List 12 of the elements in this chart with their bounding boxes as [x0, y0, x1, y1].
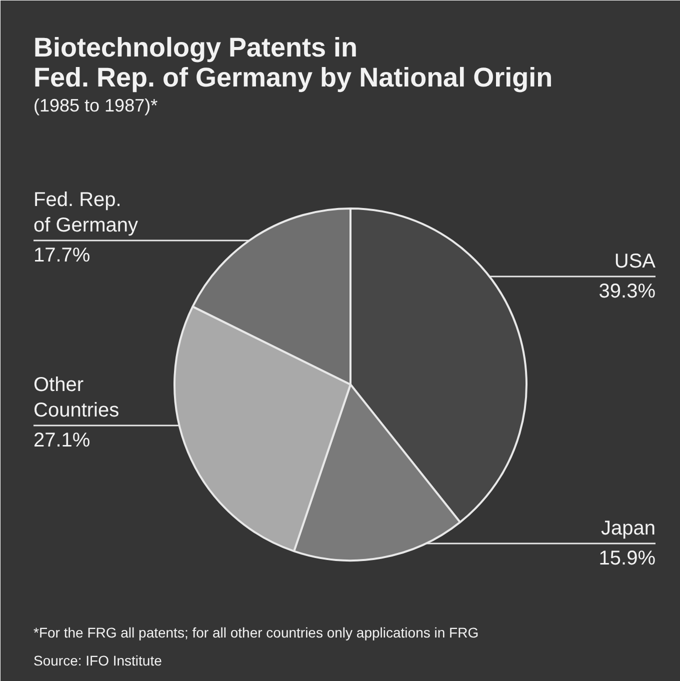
slice-label: USA	[614, 250, 656, 272]
source-note: Source: IFO Institute	[34, 652, 162, 668]
chart-title: Biotechnology Patents in Fed. Rep. of Germany by National Origin	[34, 32, 553, 92]
slice-label: Japan	[601, 518, 656, 540]
slice-label: Fed. Rep. of Germany	[34, 189, 138, 236]
data-label: 15.9%	[598, 548, 656, 570]
data-label: 27.1%	[34, 430, 90, 452]
text: *For the FRG all patents; for all other countries only applications in FRG	[34, 624, 479, 640]
data-label: 17.7%	[34, 244, 90, 266]
data-label: 39.3%	[598, 280, 656, 302]
slice-label: Other Countries	[34, 374, 120, 422]
chart-subtitle: (1985 to 1987)*	[34, 96, 158, 116]
